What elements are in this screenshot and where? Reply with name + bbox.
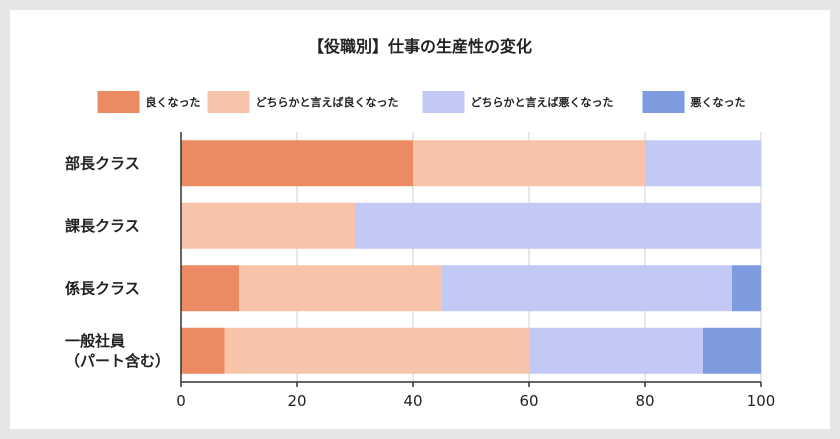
bars: [181, 140, 761, 374]
legend-label-2: どちらかと言えば良くなった: [256, 95, 399, 109]
bar-segment-3-3: [442, 265, 732, 312]
x-axis: 0 20 40 60 80 100: [176, 132, 775, 410]
bar-segment-1-3: [645, 140, 761, 187]
x-tick-label-40: 40: [403, 392, 422, 410]
x-tick-label-20: 20: [287, 392, 306, 410]
chart-title: 【役職別】仕事の生産性の変化: [308, 37, 532, 56]
x-tick-label-0: 0: [176, 392, 186, 410]
legend-swatch-3: [422, 91, 465, 113]
legend-swatch-4: [642, 91, 685, 113]
bar-segment-1-2: [413, 140, 645, 187]
bar-segment-4-1: [181, 327, 225, 374]
category-label-1: 部長クラス: [65, 154, 140, 172]
x-tick-label-80: 80: [635, 392, 654, 410]
bar-segment-3-4: [732, 265, 761, 312]
bar-segment-2-3: [355, 202, 761, 249]
legend-label-4: 悪くなった: [691, 96, 746, 109]
legend-label-3: どちらかと言えば悪くなった: [471, 95, 614, 109]
bar-segment-2-2: [181, 202, 355, 249]
bar-segment-4-2: [224, 327, 529, 374]
bar-segment-4-3: [529, 327, 703, 374]
category-label-3: 係長クラス: [65, 279, 140, 297]
legend: 良くなった どちらかと言えば良くなった どちらかと言えば悪くなった 悪くなった: [97, 91, 746, 113]
category-label-4: 一般社員（パート含む）: [65, 332, 170, 370]
legend-label-1: 良くなった: [146, 95, 201, 109]
chart-card: 【役職別】仕事の生産性の変化 良くなった どちらかと言えば良くなった どちらかと言え…: [10, 10, 830, 429]
x-tick-label-100: 100: [747, 392, 776, 410]
stacked-bar-chart: 【役職別】仕事の生産性の変化 良くなった どちらかと言えば良くなった どちらかと言え…: [65, 37, 775, 410]
bar-segment-3-1: [181, 265, 239, 312]
category-label-2: 課長クラス: [65, 217, 140, 235]
legend-swatch-2: [207, 91, 250, 113]
bar-segment-4-4: [703, 327, 761, 374]
x-tick-label-60: 60: [519, 392, 538, 410]
legend-swatch-1: [97, 91, 140, 113]
bar-segment-3-2: [239, 265, 442, 312]
bar-segment-1-1: [181, 140, 413, 187]
